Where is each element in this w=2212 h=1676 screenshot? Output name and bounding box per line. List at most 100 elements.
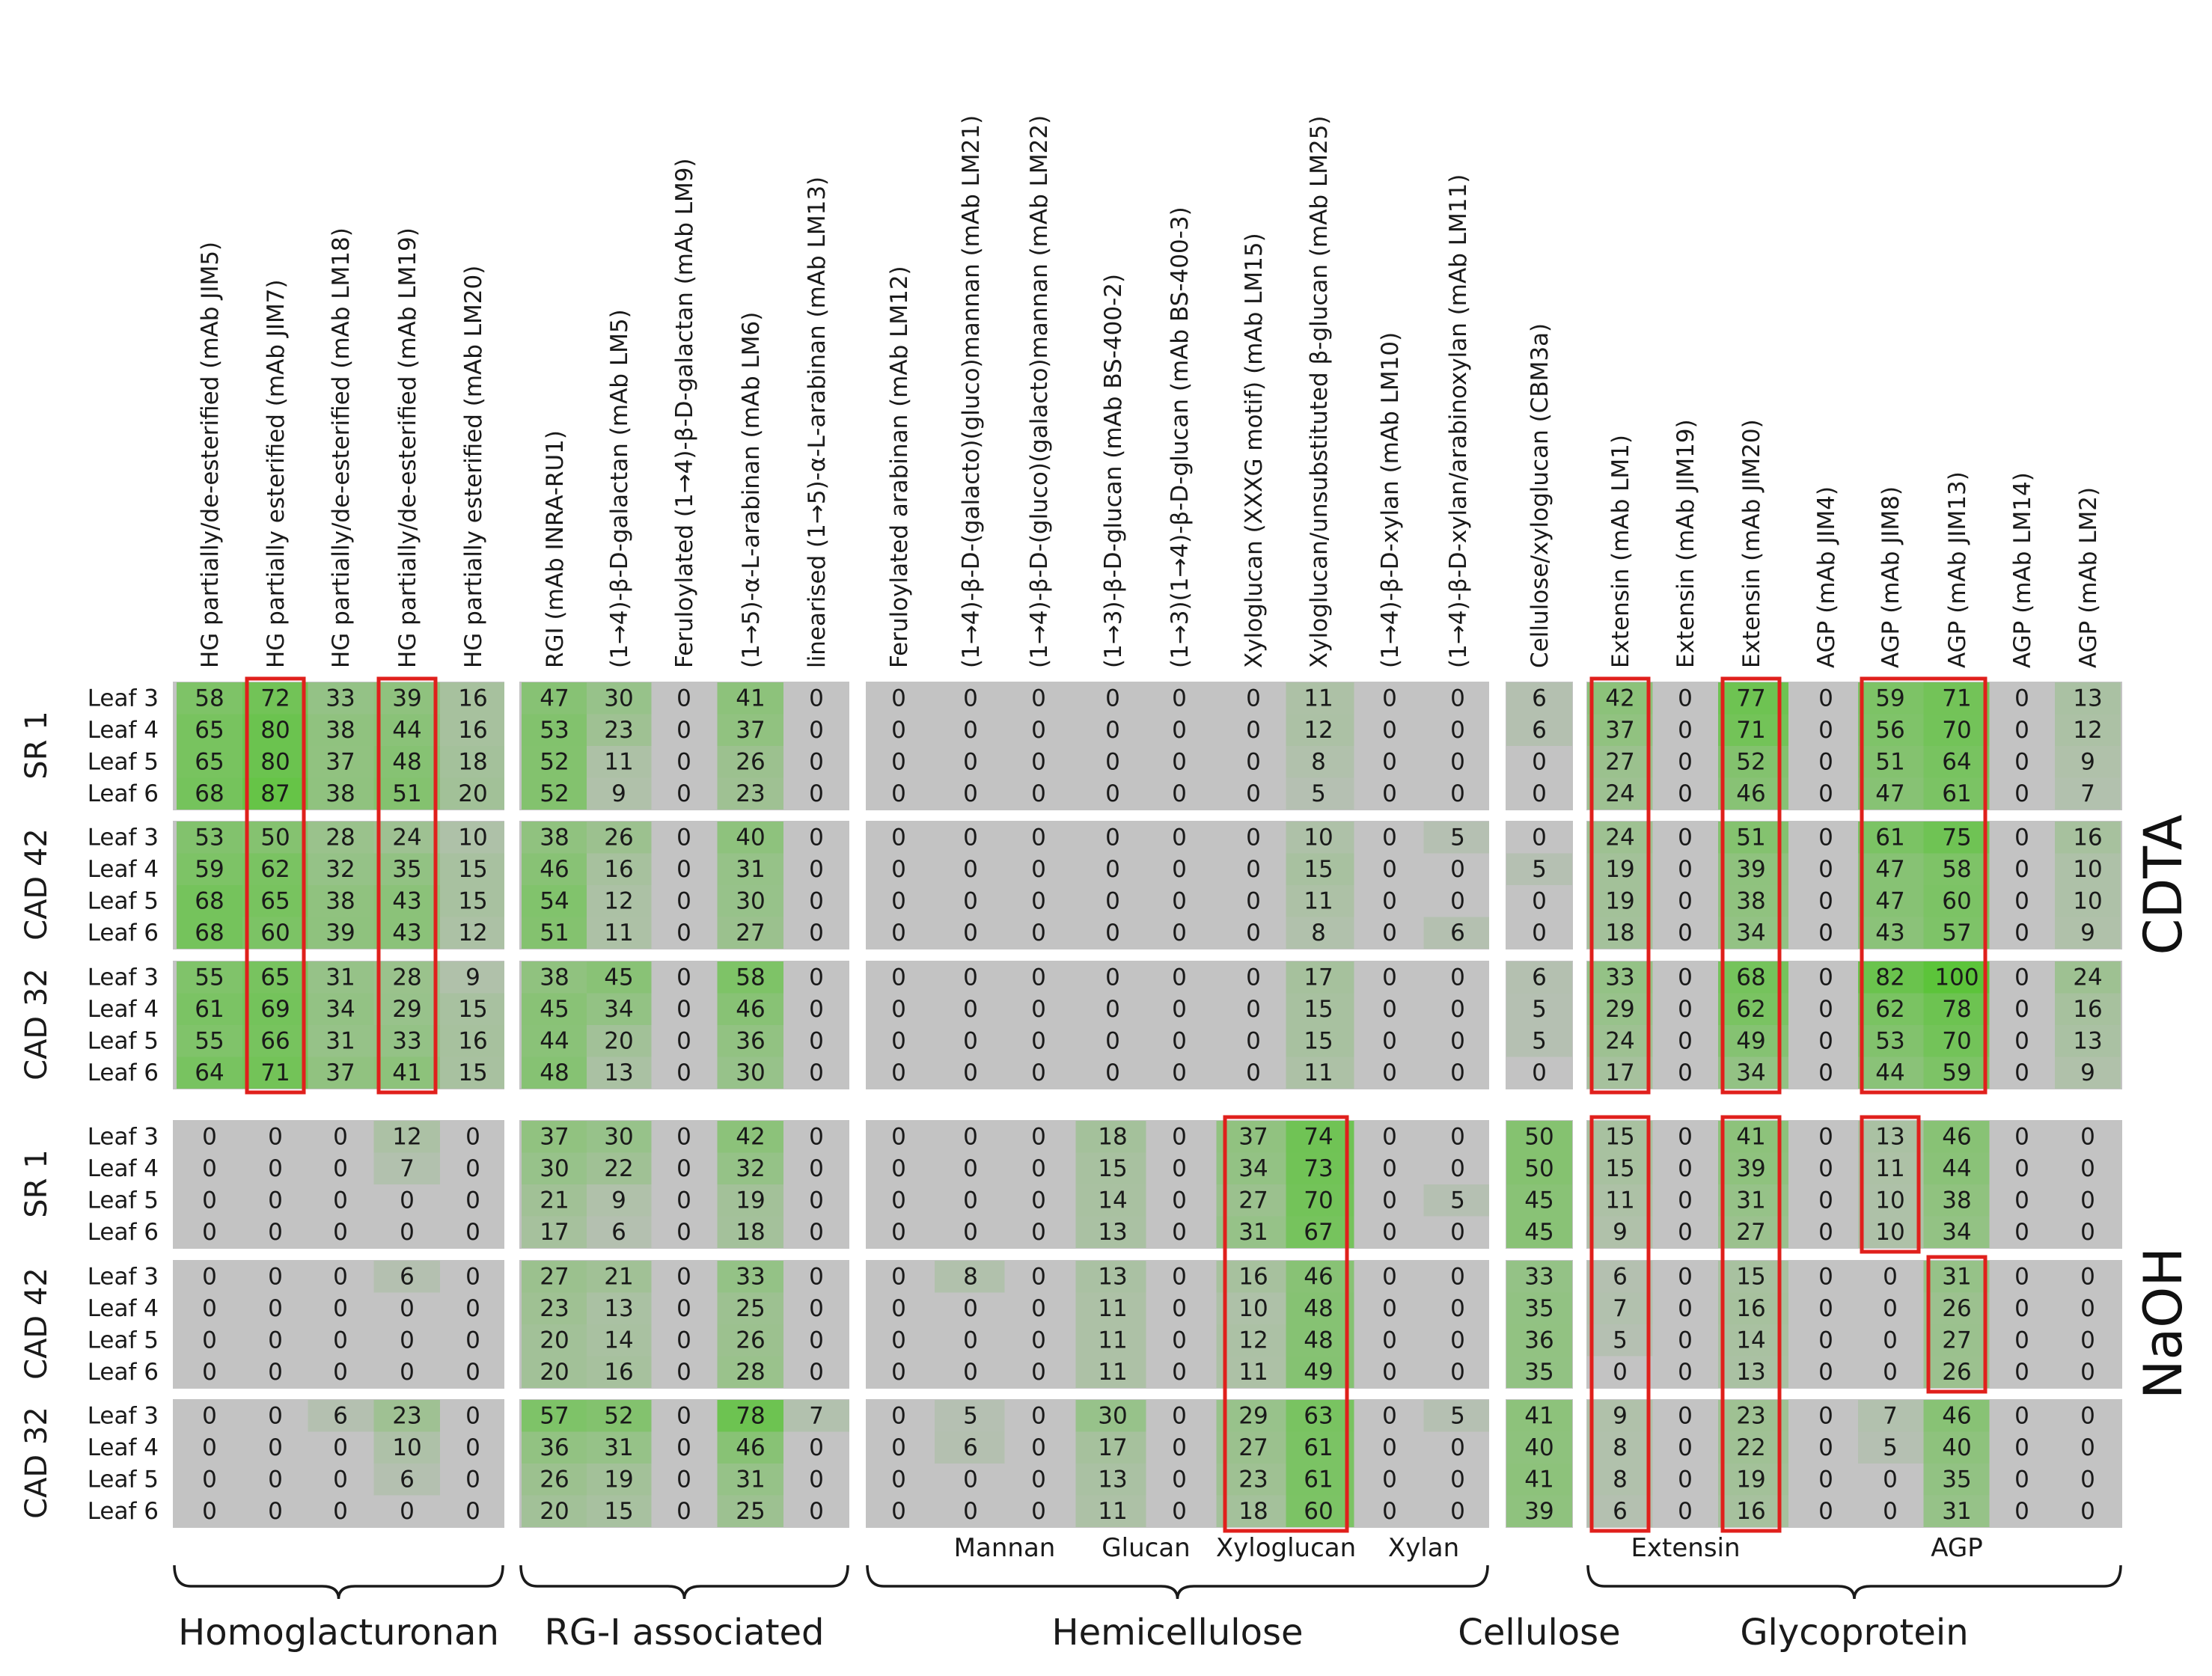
cell-value: 0: [963, 1059, 978, 1086]
column-header: Extensin (mAb JIM19): [1672, 419, 1699, 668]
cell-value: 6: [1613, 1263, 1628, 1290]
column-header: AGP (mAb JIM8): [1878, 486, 1904, 668]
cell-value: 0: [2014, 824, 2029, 851]
cell-value: 33: [1524, 1263, 1553, 1290]
cell-value: 31: [1736, 1187, 1765, 1214]
cell-value: 0: [963, 1359, 978, 1386]
row-label: Leaf 3: [88, 964, 159, 991]
cell-value: 0: [1031, 887, 1046, 914]
heatmap-cell: [717, 1356, 783, 1388]
cell-value: 35: [1524, 1295, 1553, 1322]
cell-value: 10: [1875, 1187, 1904, 1214]
cell-value: 25: [736, 1498, 765, 1525]
heatmap-cell: [1286, 1056, 1354, 1089]
heatmap-cell: [1216, 1464, 1286, 1496]
cell-value: 0: [268, 1219, 283, 1246]
heatmap-cell: [522, 993, 587, 1025]
cell-value: 0: [891, 717, 906, 744]
cell-value: 64: [1942, 748, 1971, 775]
heatmap-cell: [717, 1324, 783, 1357]
cell-value: 13: [1098, 1263, 1127, 1290]
heatmap-cell: [177, 961, 242, 994]
heatmap-cell: [1923, 993, 1990, 1025]
cell-value: 0: [809, 1155, 824, 1182]
cell-value: 42: [736, 1123, 765, 1150]
cell-value: 30: [1098, 1402, 1127, 1429]
cell-value: 0: [1172, 856, 1187, 883]
cell-value: 13: [604, 1295, 633, 1322]
heatmap-cell: [373, 822, 440, 854]
cell-value: 19: [604, 1466, 633, 1493]
heatmap-cell: [373, 777, 440, 810]
heatmap-cell: [717, 1025, 783, 1057]
cell-value: 46: [1942, 1402, 1971, 1429]
heatmap-cell: [1923, 682, 1990, 715]
cell-value: 39: [326, 920, 355, 946]
cell-value: 9: [1613, 1219, 1628, 1246]
heatmap-cell: [2055, 961, 2121, 994]
highlight-box: [1860, 676, 1988, 1095]
cell-value: 0: [1678, 1327, 1693, 1354]
cell-value: 0: [268, 1327, 283, 1354]
column-header: HG partially esterified (mAb LM20): [460, 266, 487, 668]
heatmap-cell: [1718, 961, 1788, 994]
cell-value: 0: [963, 887, 978, 914]
heatmap-cell: [522, 1431, 587, 1464]
cell-value: 37: [540, 1123, 569, 1150]
heatmap-cell: [1718, 1292, 1788, 1324]
heatmap-cell: [1858, 714, 1924, 746]
cell-value: 13: [1098, 1466, 1127, 1493]
cell-value: 24: [392, 824, 421, 851]
cell-value: 46: [1942, 1123, 1971, 1150]
cell-value: 13: [1736, 1359, 1765, 1386]
cell-value: 49: [1304, 1359, 1333, 1386]
heatmap-cell: [373, 961, 440, 994]
heatmap-cell: [1718, 1431, 1788, 1464]
heatmap-cell: [717, 1152, 783, 1184]
cell-value: 0: [1246, 887, 1261, 914]
cell-value: 0: [1382, 717, 1397, 744]
heatmap-cell: [1286, 1400, 1354, 1432]
cell-value: 0: [1105, 1059, 1120, 1086]
heatmap-cell: [1587, 1121, 1653, 1153]
heatmap-cell: [1506, 1292, 1572, 1324]
cell-value: 46: [1736, 780, 1765, 807]
cell-value: 0: [1382, 1027, 1397, 1054]
cell-value: 15: [458, 856, 487, 883]
heatmap-cell: [522, 777, 587, 810]
heatmap-cell: [308, 853, 374, 885]
cell-value: 34: [1942, 1219, 1971, 1246]
heatmap-cell: [440, 1056, 504, 1089]
cell-value: 0: [202, 1187, 217, 1214]
cell-value: 60: [260, 920, 290, 946]
cell-value: 34: [326, 996, 355, 1023]
cell-value: 0: [1818, 748, 1833, 775]
column-header: Xyloglucan (XXXG motif) (mAb LM15): [1241, 233, 1268, 668]
cell-value: 64: [195, 1059, 224, 1086]
heatmap-cell: [1075, 1495, 1146, 1527]
cell-value: 0: [400, 1219, 415, 1246]
cell-value: 0: [809, 1434, 824, 1461]
subgroup-label: Mannan: [954, 1533, 1056, 1563]
cell-value: 0: [1172, 1295, 1187, 1322]
heatmap-cell: [1506, 1495, 1572, 1527]
cell-value: 22: [604, 1155, 633, 1182]
highlight-box: [1589, 676, 1651, 1095]
row-label: Leaf 6: [88, 1059, 159, 1086]
cell-value: 0: [1172, 1155, 1187, 1182]
cell-value: 0: [809, 824, 824, 851]
cell-value: 38: [540, 824, 569, 851]
cell-value: 0: [1818, 1187, 1833, 1214]
heatmap-cell: [1216, 1184, 1286, 1217]
row-label: Leaf 3: [88, 685, 159, 712]
heatmap-cell: [1923, 1121, 1990, 1153]
cell-value: 0: [963, 717, 978, 744]
cell-value: 61: [1304, 1466, 1333, 1493]
heatmap-cell: [935, 1261, 1005, 1293]
heatmap-cell: [177, 822, 242, 854]
heatmap-cell: [1587, 746, 1653, 778]
cell-value: 53: [540, 717, 569, 744]
cell-value: 82: [1875, 964, 1904, 991]
cell-value: 33: [326, 685, 355, 712]
cell-value: 20: [540, 1498, 569, 1525]
